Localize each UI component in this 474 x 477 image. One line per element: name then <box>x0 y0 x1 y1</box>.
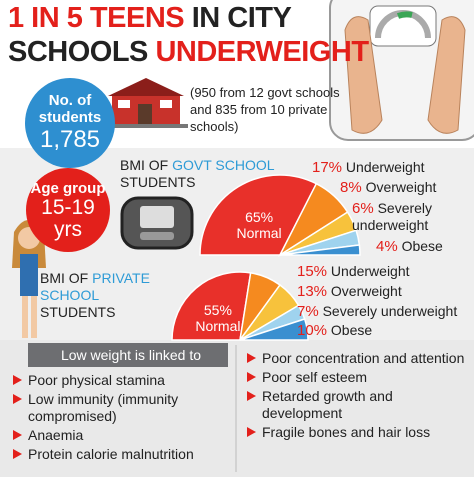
slice-name: Overweight <box>365 179 437 195</box>
title-part: STUDENTS <box>120 174 196 190</box>
slice-label: 55% Normal <box>188 302 248 334</box>
effect-text: Anaemia <box>28 427 84 443</box>
pie-slice <box>279 244 361 256</box>
slice-value: 15% <box>297 263 328 280</box>
effect-text: Poor concentration and attention <box>262 350 465 366</box>
slice-name: Overweight <box>330 283 402 299</box>
slice-name: Obese <box>330 322 373 338</box>
legend-label: 4% Obese <box>376 238 443 255</box>
pie-slice <box>199 174 318 256</box>
arrow <box>13 449 22 459</box>
chart-title: BMI OF GOVT SCHOOL STUDENTS <box>120 157 285 191</box>
effect-text: Fragile bones and hair loss <box>262 424 431 440</box>
slice-value: 4% <box>376 238 398 255</box>
badge-value: 1,785 <box>39 126 101 153</box>
effect-item: Anaemia <box>8 427 230 444</box>
arrow <box>247 391 256 401</box>
students-note: (950 from 12 govt schools and 835 from 1… <box>190 85 340 134</box>
pie-slice <box>239 318 309 341</box>
effect-text: Poor self esteem <box>262 369 368 385</box>
badge-label: No. of students <box>38 92 102 126</box>
slice-name: Underweight <box>330 263 410 279</box>
effect-item: Poor self esteem <box>242 369 467 386</box>
slice-name: Obese <box>401 238 443 254</box>
legend-label: 8% Overweight <box>340 179 436 196</box>
legend-label: 17% Underweight <box>312 159 425 176</box>
effects-list: Poor concentration and attention Poor sel… <box>242 350 467 443</box>
slice-label: 65% Normal <box>229 209 289 241</box>
badge-value: 15-19 yrs <box>41 195 95 241</box>
effect-item: Poor physical stamina <box>8 372 230 389</box>
title-part: BMI OF <box>40 270 89 286</box>
arrow <box>13 394 22 404</box>
headline: 1 IN 5 TEENS IN CITY <box>8 2 292 35</box>
scale-icon <box>329 0 474 141</box>
legend-label: 10% Obese <box>297 322 372 339</box>
badge-circle <box>26 168 110 252</box>
title-part: BMI OF <box>120 157 169 173</box>
effect-text: Poor physical stamina <box>28 372 165 388</box>
effect-item: Fragile bones and hair loss <box>242 424 467 441</box>
slice-name: Underweight <box>345 159 425 175</box>
title-part: GOVT SCHOOL <box>172 157 275 173</box>
slice-name: Normal <box>236 224 282 241</box>
headline-part: 1 IN 5 TEENS <box>8 2 185 34</box>
headline-part: SCHOOLS <box>8 36 148 68</box>
linked-header: Low weight is linked to <box>60 347 202 363</box>
slice-value: 10% <box>297 322 328 339</box>
chart-title: BMI OF PRIVATE SCHOOL STUDENTS <box>40 270 165 321</box>
arrow <box>247 353 256 363</box>
arrow <box>13 375 22 385</box>
slice-value: 17% <box>312 159 343 176</box>
effect-item: Poor concentration and attention <box>242 350 467 367</box>
slice-value: 13% <box>297 283 328 300</box>
legend-label: 15% Underweight <box>297 263 410 280</box>
students-badge: No. of students 1,785 <box>25 78 115 168</box>
badge-label: Age group <box>30 179 106 197</box>
pie-slice <box>171 271 252 341</box>
slice-name: Normal <box>195 318 241 335</box>
legend-label: 13% Overweight <box>297 283 402 300</box>
headline-part: UNDERWEIGHT <box>155 36 369 68</box>
effect-text: Retarded growth and development <box>262 388 393 421</box>
slice-value: 55% <box>203 302 232 319</box>
slice-name: Severely underweight <box>352 200 433 233</box>
slice-value: 8% <box>340 179 362 196</box>
bmi-icon <box>120 196 194 250</box>
effects-list: Poor physical stamina Low immunity (immun… <box>8 372 230 465</box>
age-badge: Age group 15-19 yrs <box>26 168 110 252</box>
header-bar <box>28 343 228 367</box>
arrow <box>247 427 256 437</box>
title-part: PRIVATE SCHOOL <box>40 270 150 303</box>
legend-label: 7% Severely underweight <box>297 303 457 320</box>
headline: SCHOOLS UNDERWEIGHT <box>8 36 369 69</box>
arrow <box>247 372 256 382</box>
effect-item: Protein calorie malnutrition <box>8 446 230 463</box>
effect-text: Protein calorie malnutrition <box>28 446 194 462</box>
arrow <box>13 430 22 440</box>
slice-value: 65% <box>245 208 274 225</box>
badge-circle <box>25 78 115 168</box>
effect-text: Low immunity (immunity compromised) <box>28 391 179 424</box>
slice-value: 7% <box>297 303 319 320</box>
slice-name: Severely underweight <box>322 303 458 319</box>
school-icon <box>104 78 188 128</box>
title-part: STUDENTS <box>40 304 116 320</box>
effect-item: Retarded growth and development <box>242 388 467 422</box>
effect-item: Low immunity (immunity compromised) <box>8 391 230 425</box>
slice-value: 6% <box>352 200 374 217</box>
headline-part: IN CITY <box>191 2 292 34</box>
legend-label: 6% Severely underweight <box>352 200 470 233</box>
